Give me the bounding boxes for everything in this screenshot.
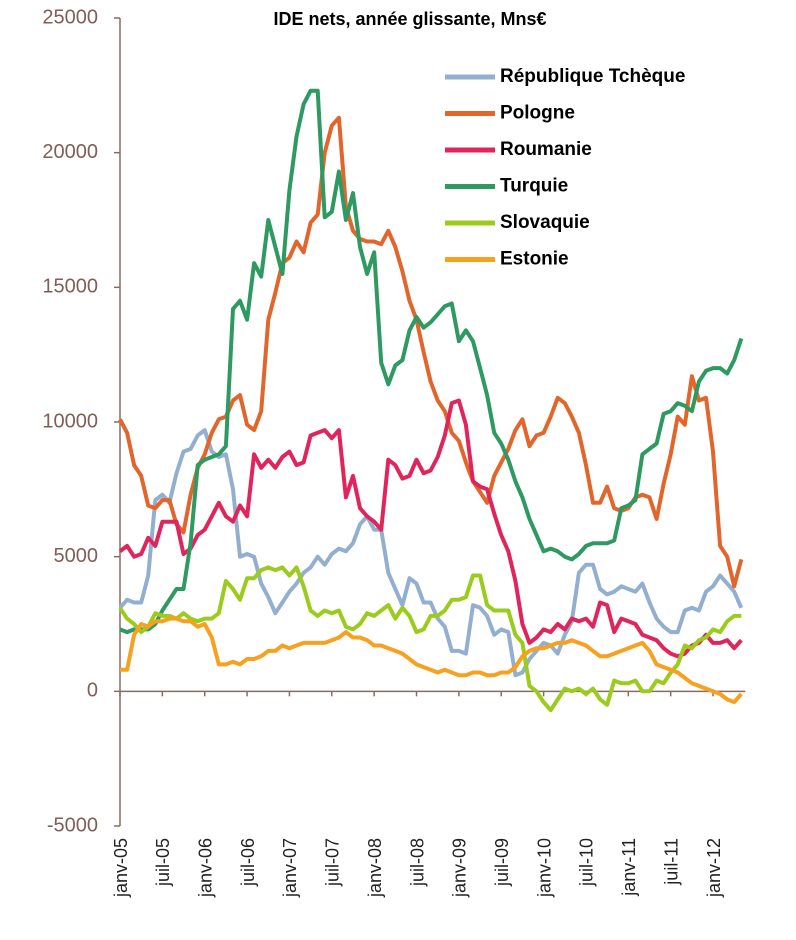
legend-label: Roumanie (500, 139, 592, 160)
x-tick-label: juil-10 (577, 838, 597, 887)
series-line (119, 88, 744, 635)
legend-label: République Tchèque (500, 66, 685, 87)
series-line (120, 616, 743, 705)
legend-label: Slovaquie (500, 212, 590, 233)
y-tick-label: 0 (87, 680, 98, 702)
x-tick-label: juil-05 (153, 838, 173, 887)
x-tick-label: juil-11 (661, 838, 681, 886)
chart-title: IDE nets, année glissante, Mns€ (273, 9, 546, 29)
x-tick-label: janv-09 (450, 838, 470, 898)
y-tick-label: 5000 (54, 545, 99, 567)
x-tick-label: janv-10 (534, 838, 554, 898)
x-tick-label: janv-06 (195, 838, 215, 898)
x-tick-label: janv-08 (365, 838, 385, 898)
x-tick-label: juil-06 (238, 838, 258, 887)
series-line (118, 565, 742, 713)
x-tick-label: janv-11 (619, 838, 639, 897)
y-tick-label: 25000 (42, 6, 98, 28)
series-line (118, 398, 743, 659)
series-line (118, 428, 744, 678)
y-tick-label: 20000 (42, 141, 98, 163)
legend-label: Pologne (500, 103, 575, 124)
x-tick-label: juil-09 (492, 838, 512, 887)
x-tick-label: janv-05 (111, 838, 131, 898)
x-tick-label: juil-07 (323, 838, 343, 887)
y-tick-label: 15000 (42, 276, 98, 298)
x-tick-label: janv-12 (704, 838, 724, 898)
x-tick-label: juil-08 (407, 838, 427, 887)
y-tick-label: -5000 (47, 814, 98, 836)
legend-label: Estonie (500, 249, 569, 270)
legend-label: Turquie (500, 176, 568, 197)
y-tick-label: 10000 (42, 410, 98, 432)
x-tick-label: janv-07 (280, 838, 300, 898)
